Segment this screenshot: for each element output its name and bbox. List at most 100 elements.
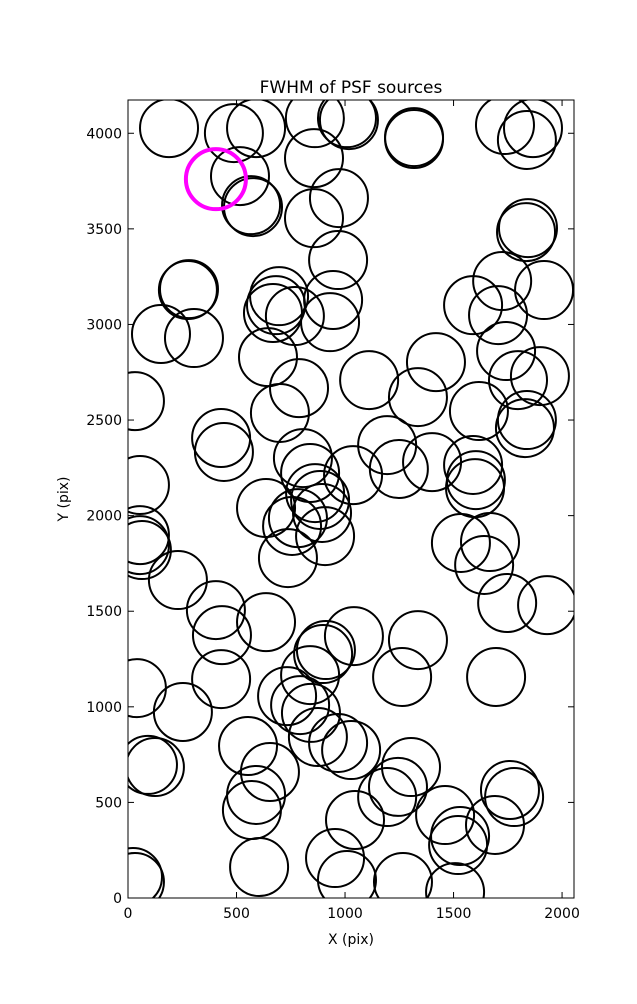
y-tick-label: 3000 bbox=[86, 317, 122, 333]
source-circle bbox=[185, 580, 246, 641]
source-circle bbox=[443, 434, 504, 495]
source-circle bbox=[305, 828, 366, 889]
source-circle bbox=[203, 103, 264, 164]
source-circle bbox=[280, 645, 341, 706]
source-circle bbox=[257, 666, 318, 727]
source-circle bbox=[300, 292, 361, 353]
source-circle bbox=[221, 175, 282, 236]
source-circle bbox=[387, 610, 448, 671]
source-circle bbox=[295, 506, 356, 567]
y-tick-label: 0 bbox=[113, 891, 122, 907]
plot-frame bbox=[127, 99, 575, 899]
source-circle bbox=[236, 477, 297, 538]
source-circle bbox=[128, 734, 178, 795]
x-tick-label: 2000 bbox=[544, 906, 580, 922]
source-circle bbox=[209, 146, 270, 207]
y-tick-label: 2500 bbox=[86, 413, 122, 429]
source-circle bbox=[292, 482, 353, 543]
source-circle bbox=[236, 592, 297, 653]
source-circle bbox=[152, 681, 213, 742]
source-circle bbox=[293, 624, 354, 685]
source-circle bbox=[494, 398, 555, 459]
x-tick-label: 500 bbox=[223, 906, 250, 922]
source-circle bbox=[191, 649, 252, 710]
source-circle bbox=[128, 851, 165, 898]
source-circle bbox=[128, 846, 163, 898]
source-circle bbox=[316, 100, 377, 149]
source-circle bbox=[128, 455, 170, 516]
y-tick-label: 500 bbox=[95, 795, 122, 811]
source-circle bbox=[509, 346, 570, 407]
source-circle bbox=[280, 682, 341, 743]
source-circle bbox=[325, 789, 386, 850]
source-circle bbox=[339, 350, 400, 411]
y-tick-label: 1000 bbox=[86, 700, 122, 716]
source-circle bbox=[460, 512, 521, 573]
source-circle bbox=[218, 716, 279, 777]
source-circle bbox=[284, 100, 345, 149]
source-circle bbox=[454, 534, 515, 595]
source-circle bbox=[308, 168, 369, 229]
source-circle bbox=[496, 109, 557, 170]
source-circle bbox=[367, 756, 428, 817]
source-circle bbox=[474, 100, 535, 156]
source-circle bbox=[381, 737, 442, 798]
source-circle bbox=[128, 737, 185, 798]
source-circle bbox=[448, 381, 509, 442]
source-circle bbox=[387, 367, 448, 428]
source-circle bbox=[321, 720, 382, 781]
source-circle bbox=[488, 350, 549, 411]
source-circle bbox=[323, 606, 384, 667]
source-circle bbox=[239, 742, 300, 803]
source-circle bbox=[283, 128, 344, 189]
plot-area bbox=[128, 100, 574, 898]
source-circle bbox=[130, 304, 191, 365]
source-circle bbox=[405, 332, 466, 393]
source-circle bbox=[128, 515, 170, 576]
source-circle bbox=[372, 851, 433, 898]
y-axis-label: Y (pix) bbox=[56, 477, 72, 523]
source-circle bbox=[139, 100, 200, 159]
source-circle bbox=[128, 520, 172, 581]
source-circle bbox=[477, 573, 538, 634]
source-circle bbox=[318, 100, 379, 151]
source-circle bbox=[283, 188, 344, 249]
x-axis-label: X (pix) bbox=[328, 932, 374, 948]
source-circle bbox=[272, 428, 333, 489]
source-circle bbox=[415, 785, 476, 846]
source-circle bbox=[466, 646, 527, 707]
source-circle bbox=[468, 285, 529, 346]
source-circle bbox=[308, 712, 369, 773]
y-tick-label: 2000 bbox=[86, 509, 122, 525]
source-circle bbox=[226, 100, 287, 159]
source-circle bbox=[372, 646, 433, 707]
source-circle bbox=[323, 445, 384, 506]
source-circle bbox=[384, 109, 445, 170]
source-circle bbox=[502, 100, 563, 159]
source-circle bbox=[163, 308, 224, 369]
source-circle bbox=[472, 251, 533, 312]
source-circle bbox=[303, 269, 364, 330]
source-circle bbox=[287, 707, 348, 768]
source-circle bbox=[191, 605, 252, 666]
source-circle bbox=[128, 505, 170, 566]
y-tick-label: 1500 bbox=[86, 604, 122, 620]
source-circle bbox=[357, 767, 418, 828]
source-circle bbox=[425, 862, 486, 898]
source-circle bbox=[479, 759, 540, 820]
x-tick-label: 1000 bbox=[327, 906, 363, 922]
source-circle bbox=[497, 198, 558, 259]
x-tick-label: 0 bbox=[124, 906, 133, 922]
source-circle bbox=[147, 550, 208, 611]
source-circle bbox=[229, 837, 290, 898]
source-circle bbox=[308, 230, 369, 291]
source-circle bbox=[496, 202, 557, 263]
source-circle bbox=[316, 850, 377, 898]
source-circle bbox=[430, 806, 491, 867]
source-circle bbox=[128, 371, 165, 432]
source-circle bbox=[157, 260, 218, 321]
source-circle bbox=[517, 575, 574, 636]
source-circle bbox=[257, 528, 318, 589]
source-circle bbox=[368, 438, 429, 499]
y-tick-label: 4000 bbox=[86, 126, 122, 142]
